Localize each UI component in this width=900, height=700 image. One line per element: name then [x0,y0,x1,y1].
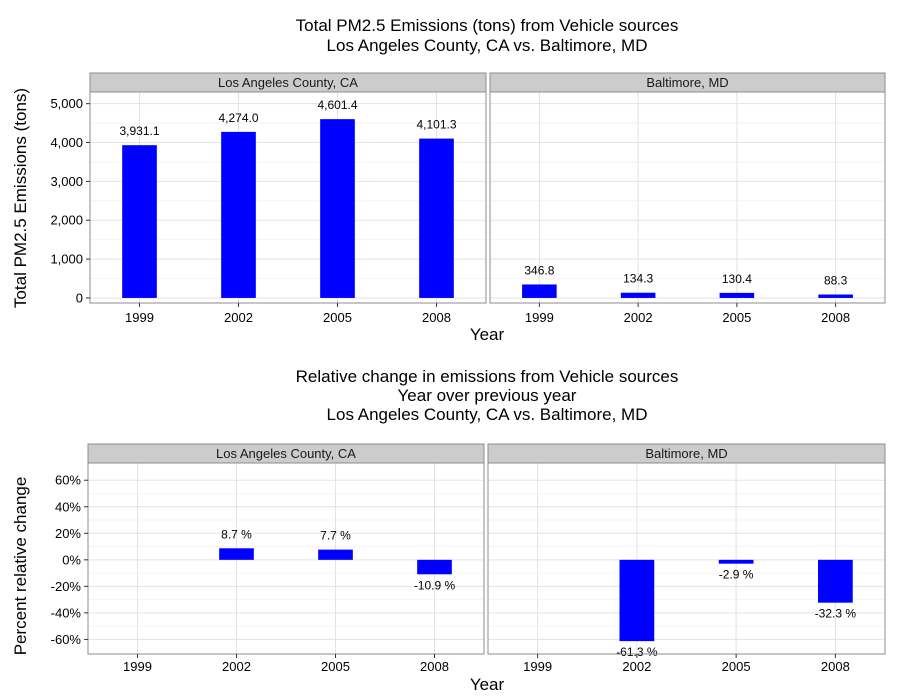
chart-1-title-line-1: Year over previous year [398,386,577,405]
y-tick-label: 40% [55,499,81,514]
x-axis-title: Year [470,675,505,694]
plot-panel [488,463,885,654]
bar-los-angeles-county-ca-2002 [221,131,256,298]
facet-strip-label: Los Angeles County, CA [218,75,358,90]
bar-value-label: 8.7 % [221,527,252,541]
bar-los-angeles-county-ca-2005 [320,119,355,298]
x-tick-label: 2008 [420,659,449,674]
bar-value-label: 88.3 [824,274,848,288]
x-tick-label: 2005 [321,659,350,674]
x-tick-label: 2008 [821,310,850,325]
x-tick-label: 2008 [422,310,451,325]
y-tick-label: 4,000 [50,135,83,150]
y-tick-label: -60% [51,632,82,647]
x-tick-label: 2005 [722,310,751,325]
chart-0-title-line-1: Los Angeles County, CA vs. Baltimore, MD [327,36,648,55]
y-tick-label: 3,000 [50,174,83,189]
bar-baltimore-md-1999 [522,284,557,298]
x-tick-label: 2005 [722,659,751,674]
plot-panel [88,463,484,654]
bar-value-label: -61.3 % [616,645,658,659]
bar-value-label: 4,274.0 [218,111,258,125]
bar-baltimore-md-2005 [719,292,755,298]
y-tick-label: 2,000 [50,213,83,228]
bar-los-angeles-county-ca-2002 [219,548,254,560]
bar-value-label: 4,101.3 [416,118,456,132]
y-axis-title: Total PM2.5 Emissions (tons) [11,88,30,308]
x-tick-label: 1999 [125,310,154,325]
y-axis-title: Percent relative change [11,477,30,656]
bar-value-label: 7.7 % [320,529,351,543]
bar-value-label: 130.4 [722,272,752,286]
bar-los-angeles-county-ca-2008 [417,559,452,575]
bar-value-label: 4,601.4 [317,98,357,112]
y-tick-label: 1,000 [50,252,83,267]
x-axis-title: Year [470,325,505,344]
x-tick-label: 2002 [622,659,651,674]
chart-1-title-line-2: Los Angeles County, CA vs. Baltimore, MD [327,405,648,424]
y-tick-label: 20% [55,526,81,541]
bar-baltimore-md-2008 [818,559,853,603]
x-tick-label: 2002 [624,310,653,325]
chart-1-title-line-0: Relative change in emissions from Vehicl… [296,367,679,386]
x-tick-label: 1999 [523,659,552,674]
bar-baltimore-md-2008 [818,294,853,298]
x-tick-label: 1999 [525,310,554,325]
panel-border [487,462,886,655]
x-tick-label: 2008 [821,659,850,674]
panel-border [87,462,485,655]
facet-strip-label: Los Angeles County, CA [216,446,356,461]
y-tick-label: -20% [51,579,82,594]
bar-baltimore-md-2005 [718,559,754,564]
panel-border [489,91,886,304]
y-tick-label: 0% [62,552,81,567]
facet-strip-label: Baltimore, MD [645,446,727,461]
panel-border [89,91,487,304]
x-tick-label: 2002 [222,659,251,674]
bar-los-angeles-county-ca-2005 [318,549,353,560]
x-tick-label: 1999 [123,659,152,674]
plot-panel [490,92,885,303]
y-tick-label: -40% [51,605,82,620]
bar-value-label: -32.3 % [815,607,857,621]
y-tick-label: 60% [55,473,81,488]
bar-los-angeles-county-ca-2008 [419,138,454,298]
bar-baltimore-md-2002 [620,292,656,298]
bar-value-label: 134.3 [623,272,653,286]
x-tick-label: 2005 [323,310,352,325]
bar-value-label: 346.8 [524,263,554,277]
bar-value-label: -10.9 % [414,578,456,592]
bar-baltimore-md-2002 [619,559,655,642]
facet-strip-label: Baltimore, MD [646,75,728,90]
x-tick-label: 2002 [224,310,253,325]
bar-los-angeles-county-ca-1999 [122,145,157,298]
y-tick-label: 5,000 [50,96,83,111]
bar-value-label: -2.9 % [719,568,754,582]
chart-0-title-line-0: Total PM2.5 Emissions (tons) from Vehicl… [296,16,679,35]
bar-value-label: 3,931.1 [119,124,159,138]
y-tick-label: 0 [76,290,83,305]
